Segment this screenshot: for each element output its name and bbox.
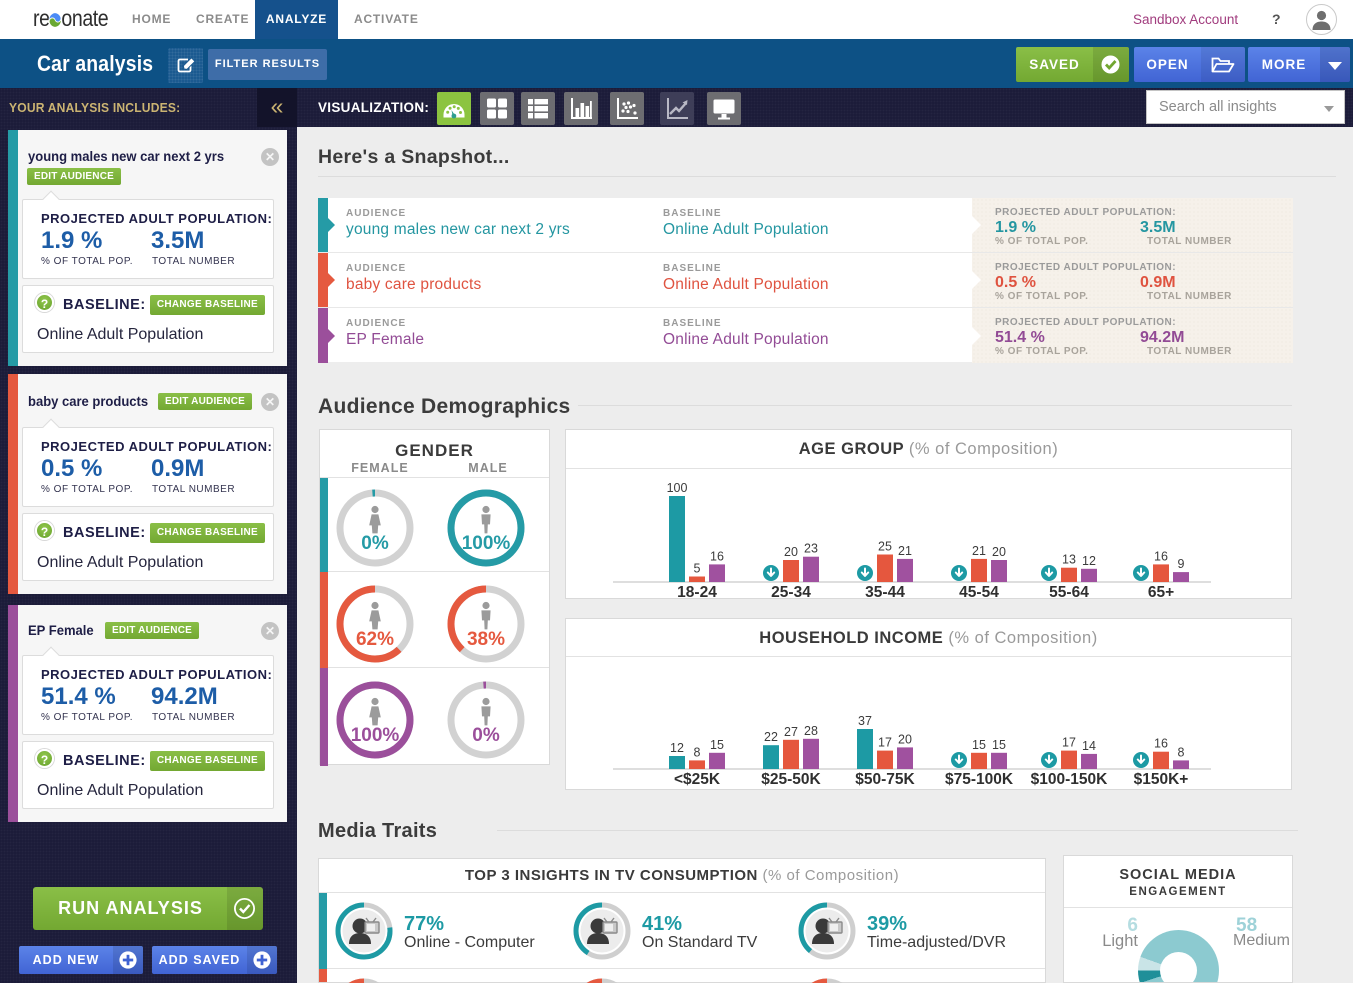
svg-text:8: 8 bbox=[1178, 745, 1185, 759]
svg-text:5: 5 bbox=[694, 562, 701, 576]
svg-text:17: 17 bbox=[1062, 736, 1076, 750]
svg-text:20: 20 bbox=[898, 732, 912, 746]
svg-text:18-24: 18-24 bbox=[677, 584, 717, 598]
svg-text:$150K+: $150K+ bbox=[1134, 771, 1189, 788]
svg-text:16: 16 bbox=[1154, 737, 1168, 751]
svg-text:55-64: 55-64 bbox=[1049, 584, 1089, 598]
svg-text:<$25K: <$25K bbox=[674, 771, 721, 788]
svg-text:15: 15 bbox=[972, 738, 986, 752]
svg-text:12: 12 bbox=[1082, 554, 1096, 568]
svg-text:37: 37 bbox=[858, 714, 872, 728]
svg-text:23: 23 bbox=[804, 542, 818, 556]
svg-text:27: 27 bbox=[784, 725, 798, 739]
svg-text:17: 17 bbox=[878, 736, 892, 750]
svg-text:21: 21 bbox=[972, 544, 986, 558]
svg-text:15: 15 bbox=[710, 738, 724, 752]
svg-text:$25-50K: $25-50K bbox=[761, 771, 821, 788]
svg-text:14: 14 bbox=[1082, 739, 1096, 753]
svg-text:22: 22 bbox=[764, 730, 778, 744]
svg-text:$100-150K: $100-150K bbox=[1031, 771, 1109, 788]
svg-text:$50-75K: $50-75K bbox=[855, 771, 915, 788]
svg-text:12: 12 bbox=[670, 741, 684, 755]
svg-text:100: 100 bbox=[667, 481, 688, 495]
svg-text:25: 25 bbox=[878, 540, 892, 554]
svg-text:9: 9 bbox=[1178, 557, 1185, 571]
svg-text:16: 16 bbox=[710, 549, 724, 563]
svg-text:45-54: 45-54 bbox=[959, 584, 999, 598]
svg-text:25-34: 25-34 bbox=[771, 584, 811, 598]
svg-text:20: 20 bbox=[784, 545, 798, 559]
svg-text:20: 20 bbox=[992, 545, 1006, 559]
svg-text:$75-100K: $75-100K bbox=[945, 771, 1014, 788]
svg-text:16: 16 bbox=[1154, 549, 1168, 563]
svg-text:8: 8 bbox=[694, 745, 701, 759]
svg-text:21: 21 bbox=[898, 544, 912, 558]
svg-text:15: 15 bbox=[992, 738, 1006, 752]
svg-text:28: 28 bbox=[804, 724, 818, 738]
svg-text:35-44: 35-44 bbox=[865, 584, 905, 598]
svg-text:65+: 65+ bbox=[1148, 584, 1174, 598]
svg-text:13: 13 bbox=[1062, 553, 1076, 567]
